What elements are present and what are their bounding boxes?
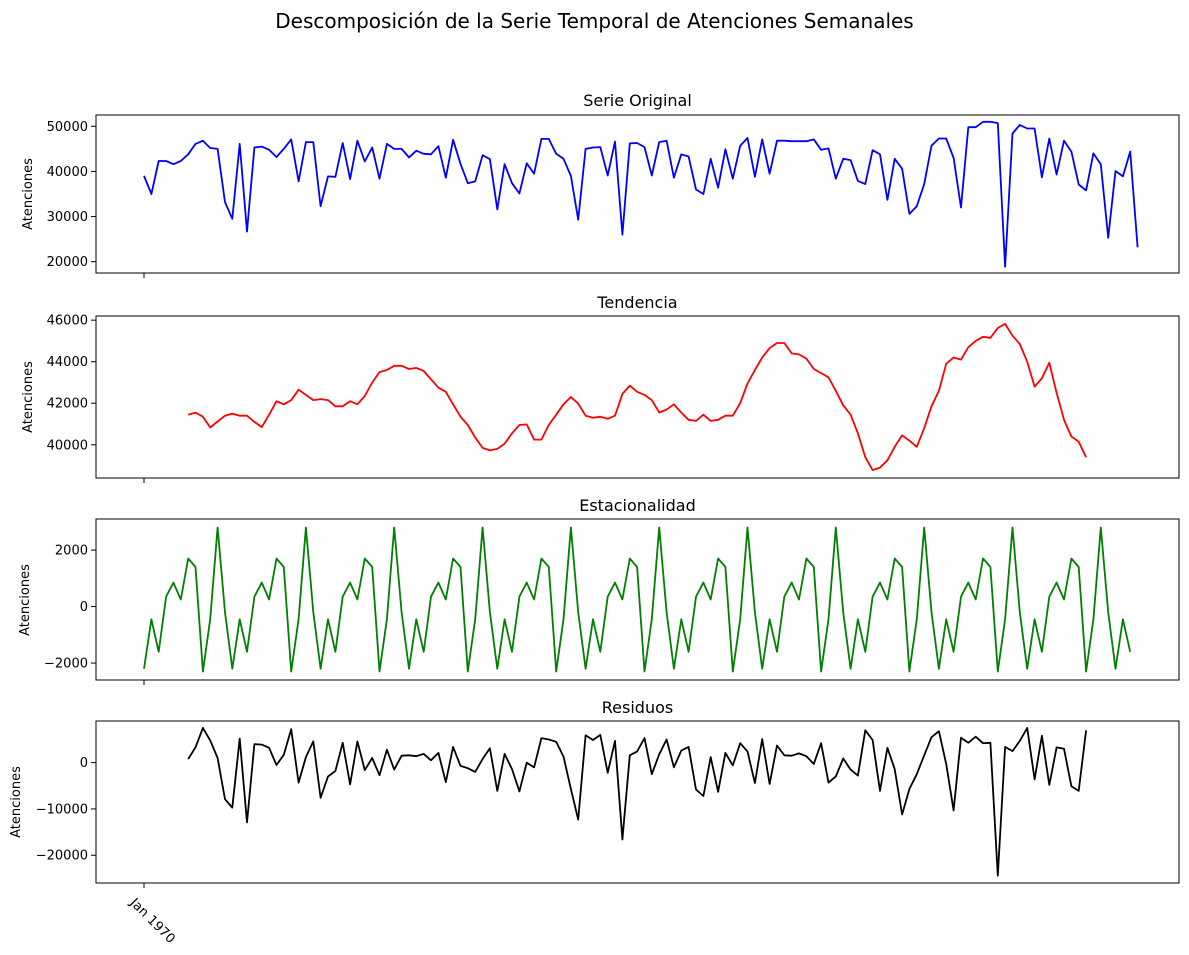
y-tick-label: 40000 xyxy=(47,438,88,453)
figure-title: Descomposición de la Serie Temporal de A… xyxy=(275,9,913,33)
axes-frame xyxy=(95,720,1180,884)
panel-title-serie-original: Serie Original xyxy=(583,91,692,110)
panel-residuos: Residuos Atenciones −20000 −10000 0 xyxy=(9,698,1180,888)
y-tick-label: 30000 xyxy=(47,210,88,225)
panel-tendencia: Tendencia Atenciones 40000 42000 44000 4600… xyxy=(21,293,1180,483)
y-axis-label-residuos: Atenciones xyxy=(9,766,24,838)
series-line xyxy=(143,120,1139,268)
marks-residuos: −20000 −10000 0 xyxy=(36,720,1180,888)
y-tick-label: 44000 xyxy=(47,355,88,370)
marks-estacionalidad: −2000 0 2000 xyxy=(44,518,1180,685)
panel-serie-original: Serie Original Atenciones 20000 30000 4000… xyxy=(21,91,1180,278)
y-tick-label: 0 xyxy=(80,756,88,771)
marks-serie-original: 20000 30000 40000 50000 xyxy=(47,114,1180,278)
marks-tendencia: 40000 42000 44000 46000 xyxy=(47,314,1180,483)
y-tick-label: 2000 xyxy=(55,544,88,559)
series-line xyxy=(187,727,1087,877)
y-tick-label: 40000 xyxy=(47,165,88,180)
y-axis-label-tendencia: Atenciones xyxy=(21,361,36,433)
axes-frame xyxy=(95,315,1180,479)
y-tick-label: 46000 xyxy=(47,314,88,329)
y-tick-label: 42000 xyxy=(47,397,88,412)
panel-title-estacionalidad: Estacionalidad xyxy=(579,496,696,515)
y-tick-label: −10000 xyxy=(36,802,88,817)
axes-frame xyxy=(95,518,1180,681)
y-axis-label-estacionalidad: Atenciones xyxy=(18,564,33,636)
y-tick-label: 0 xyxy=(80,600,88,615)
series-line xyxy=(187,322,1087,472)
y-tick-label: −20000 xyxy=(36,849,88,864)
x-tick-label: Jan 1970 xyxy=(126,895,178,947)
panel-estacionalidad: Estacionalidad Atenciones −2000 0 2000 xyxy=(18,496,1180,685)
y-tick-label: 50000 xyxy=(47,120,88,135)
y-axis-label-serie-original: Atenciones xyxy=(21,158,36,230)
panel-title-tendencia: Tendencia xyxy=(596,293,677,312)
panel-title-residuos: Residuos xyxy=(602,698,673,717)
axes-frame xyxy=(95,114,1180,274)
y-tick-label: −2000 xyxy=(44,657,88,672)
y-tick-label: 20000 xyxy=(47,255,88,270)
series-line xyxy=(143,526,1132,673)
